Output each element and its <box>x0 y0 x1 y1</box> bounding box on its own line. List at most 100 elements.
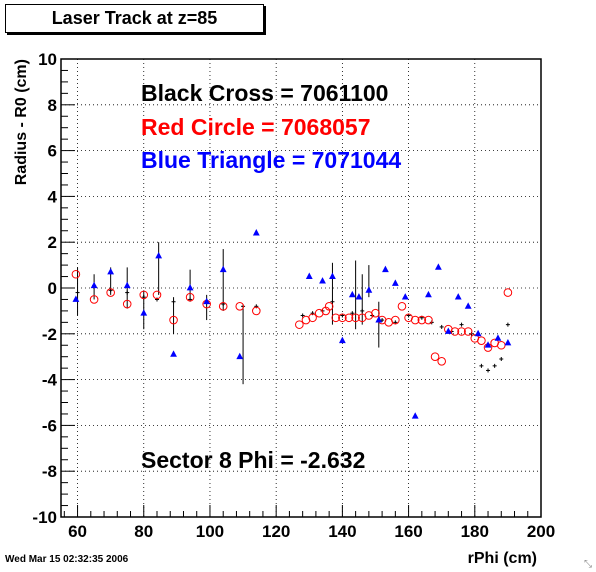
tick-labels: 60 80 100 120 140 160 180 200 -10 -8 -6 -4 -2 0 2 4 6 8 10 <box>32 50 555 541</box>
x-tick-label: 100 <box>196 522 224 541</box>
red-circle-point <box>371 308 380 318</box>
blue-triangle-point <box>382 265 389 273</box>
blue-triangle-point <box>252 229 260 236</box>
blue-triangle-point <box>474 329 482 337</box>
blue-triangle-point <box>444 327 452 334</box>
blue-triangle-point <box>170 350 177 357</box>
red-circle-point <box>496 340 506 350</box>
red-circle-point <box>457 327 466 336</box>
red-circle-point <box>503 288 513 297</box>
red-circle-point <box>139 290 149 300</box>
red-circle-point <box>344 313 354 323</box>
blue-triangle-point <box>186 284 194 291</box>
red-circle-point <box>185 292 195 302</box>
blue-triangle-point <box>401 293 409 300</box>
red-circle-point <box>430 352 440 362</box>
blue-triangle-point <box>107 267 115 275</box>
red-circle-point <box>89 295 99 304</box>
y-axis-label: Radius - R0 (cm) <box>13 59 30 185</box>
red-circle-point <box>338 313 347 323</box>
red-circle-point <box>295 320 304 329</box>
blue-triangle-point <box>365 286 373 293</box>
red-circle-point <box>437 356 446 366</box>
blue-triangle-point <box>348 290 356 298</box>
black-cross-point <box>492 363 497 368</box>
x-tick-label: 180 <box>461 522 489 541</box>
x-tick-label: 80 <box>134 522 153 541</box>
blue-triangle-point <box>305 272 313 279</box>
sector-annotation: Sector 8 Phi = -2.632 <box>141 447 365 473</box>
black-cross-point <box>155 297 159 302</box>
x-tick-label: 120 <box>262 522 290 541</box>
red-circle-point <box>218 302 228 311</box>
blue-triangle-point <box>454 293 462 300</box>
black-cross-point <box>486 368 491 373</box>
red-circle-point <box>71 269 81 279</box>
red-circle-point <box>331 313 341 323</box>
black-cross-point <box>75 290 80 295</box>
black-cross-point <box>505 322 510 327</box>
red-circle-point <box>106 288 115 297</box>
blue-triangle-point <box>140 309 148 316</box>
legend-blue-triangle: Blue Triangle = 7071044 <box>141 147 401 173</box>
red-circle-point <box>463 327 473 336</box>
red-circle-point <box>235 302 245 311</box>
blue-triangle-point <box>90 281 98 289</box>
black-cross-point <box>125 290 130 295</box>
black-cross-point <box>499 356 504 361</box>
blue-triangle-point <box>329 272 336 279</box>
x-tick-label: 60 <box>68 522 87 541</box>
black-cross-point <box>300 313 305 318</box>
red-circle-point <box>122 299 132 309</box>
blue-triangle-point <box>338 336 346 344</box>
x-tick-label: 140 <box>328 522 356 541</box>
red-circle-point <box>152 290 162 300</box>
blue-triangle-point <box>464 302 472 309</box>
y-tick-label: 8 <box>48 96 57 115</box>
black-cross-point <box>171 299 176 304</box>
y-tick-label: -2 <box>42 325 57 344</box>
red-circle-point <box>324 302 334 311</box>
black-cross-point <box>330 299 335 304</box>
black-cross-point <box>350 311 355 316</box>
x-tick-label: 160 <box>394 522 422 541</box>
red-circle-point <box>169 315 178 325</box>
red-circle-point <box>417 315 427 325</box>
y-tick-label: -4 <box>42 371 58 390</box>
blue-triangle-point <box>219 265 227 273</box>
black-cross-point <box>310 311 315 316</box>
blue-triangle-point <box>236 352 244 360</box>
legend-black-cross: Black Cross = 7061100 <box>141 80 388 106</box>
blue-triangle-point <box>425 290 432 298</box>
legend-red-circle: Red Circle = 7068057 <box>141 114 371 140</box>
blue-triangle-point <box>391 279 399 286</box>
resize-grip-icon[interactable]: ⤡ <box>584 559 592 570</box>
blue-triangle-point <box>434 263 442 270</box>
red-circle-point <box>252 306 261 316</box>
x-axis-label: rPhi (cm) <box>468 550 537 567</box>
blue-triangle-point <box>355 293 363 300</box>
black-cross-point <box>439 324 444 329</box>
error-bars <box>77 242 380 385</box>
red-circle-point <box>477 336 486 345</box>
blue-triangle-point <box>155 251 163 259</box>
red-circle-point <box>391 315 400 325</box>
red-circle-point <box>351 313 360 323</box>
red-circle-point <box>308 313 317 323</box>
x-tick-label: 200 <box>527 522 555 541</box>
blue-triangle-point <box>72 295 80 302</box>
blue-triangle-point <box>123 281 131 289</box>
red-circle-point <box>410 315 420 325</box>
red-circle-point <box>424 315 433 325</box>
blue-triangle-point <box>504 338 512 346</box>
y-tick-label: -6 <box>42 416 57 435</box>
blue-triangle-point <box>494 334 502 341</box>
chart-title: Laser Track at z=85 <box>5 4 264 33</box>
y-tick-label: 2 <box>48 233 57 252</box>
blue-triangle-point <box>411 412 419 419</box>
blue-triangle-point <box>203 297 211 305</box>
y-tick-label: 6 <box>48 142 57 161</box>
y-tick-label: 0 <box>48 279 57 298</box>
grid <box>61 59 541 517</box>
